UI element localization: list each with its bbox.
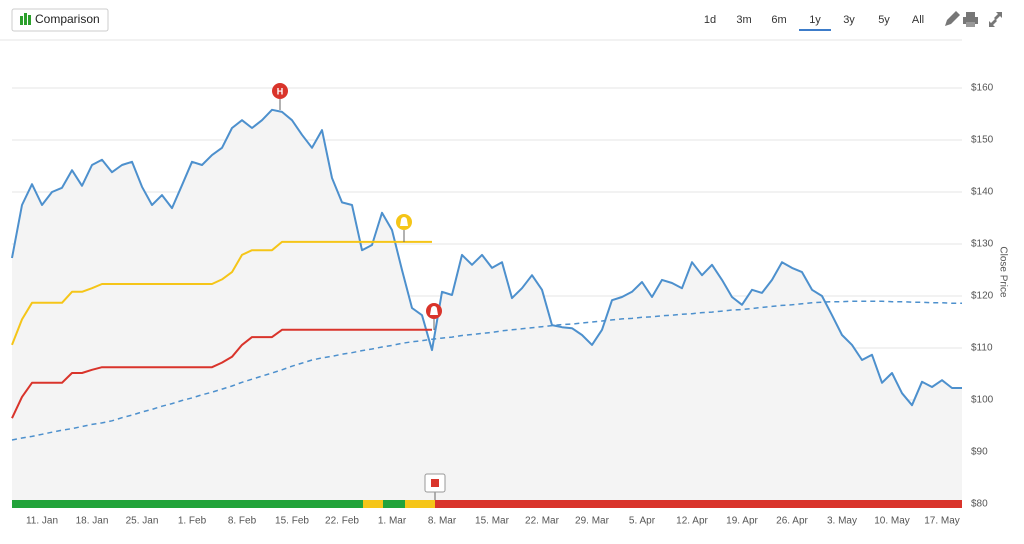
x-tick-label: 11. Jan [26,516,58,527]
y-tick-label: $140 [971,187,994,198]
yellow-alert-marker[interactable] [396,214,412,242]
y-tick-label: $160 [971,83,994,94]
y-tick-label: $90 [971,447,988,458]
range-button[interactable]: 3m [736,14,751,26]
range-selector: 1d 3m 6m 1y 3y 5y All [704,14,924,31]
moving-average-line [11,300,962,441]
comparison-label: Comparison [35,12,100,26]
x-tick-label: 18. Jan [76,516,109,527]
x-tick-label: 15. Feb [275,516,309,527]
x-tick-label: 8. Mar [428,516,457,527]
x-tick-label: 22. Mar [525,516,560,527]
signal-bar [12,500,962,508]
x-tick-label: 29. Mar [575,516,610,527]
red-alert-marker[interactable] [426,303,442,330]
comparison-button[interactable] [11,8,109,32]
series-line [11,240,432,346]
y-tick-label: $130 [971,239,994,250]
x-tick-label: 22. Feb [325,516,359,527]
active-range-underline [799,29,831,31]
y-tick-label: $150 [971,135,994,146]
high-marker[interactable]: H [272,83,288,110]
high-label: H [277,86,284,96]
x-tick-label: 8. Feb [228,516,257,527]
expand-icon[interactable] [989,12,1002,27]
x-tick-label: 1. Feb [178,516,207,527]
range-button[interactable]: 5y [878,14,890,26]
range-button[interactable]: All [912,14,924,26]
x-tick-label: 1. Mar [378,516,407,527]
print-icon[interactable] [963,12,978,27]
y-tick-label: $80 [971,499,988,510]
bar-icon [28,15,31,25]
y-axis-title: Close Price [997,246,1008,298]
price-area [12,109,962,505]
edit-icon[interactable] [945,11,960,26]
range-button[interactable]: 1y [809,14,821,26]
range-button[interactable]: 1d [704,14,716,26]
series-line [11,108,962,407]
x-tick-label: 25. Jan [126,516,159,527]
x-tick-label: 17. May [924,516,960,527]
range-button[interactable]: 3y [843,14,855,26]
x-tick-label: 3. May [827,516,857,527]
series-line [11,328,432,419]
bar-icon [20,16,23,25]
bar-icon [24,13,27,25]
x-tick-label: 26. Apr [776,516,808,527]
plot [11,108,962,505]
x-tick-label: 12. Apr [676,516,708,527]
y-tick-label: $120 [971,291,994,302]
range-button[interactable]: 6m [771,14,786,26]
y-tick-label: $110 [971,343,993,354]
y-tick-label: $100 [971,395,994,406]
x-tick-label: 5. Apr [629,516,656,527]
stop-marker[interactable] [424,473,446,500]
x-tick-label: 15. Mar [475,516,510,527]
x-tick-label: 19. Apr [726,516,758,527]
x-tick-label: 10. May [874,516,910,527]
